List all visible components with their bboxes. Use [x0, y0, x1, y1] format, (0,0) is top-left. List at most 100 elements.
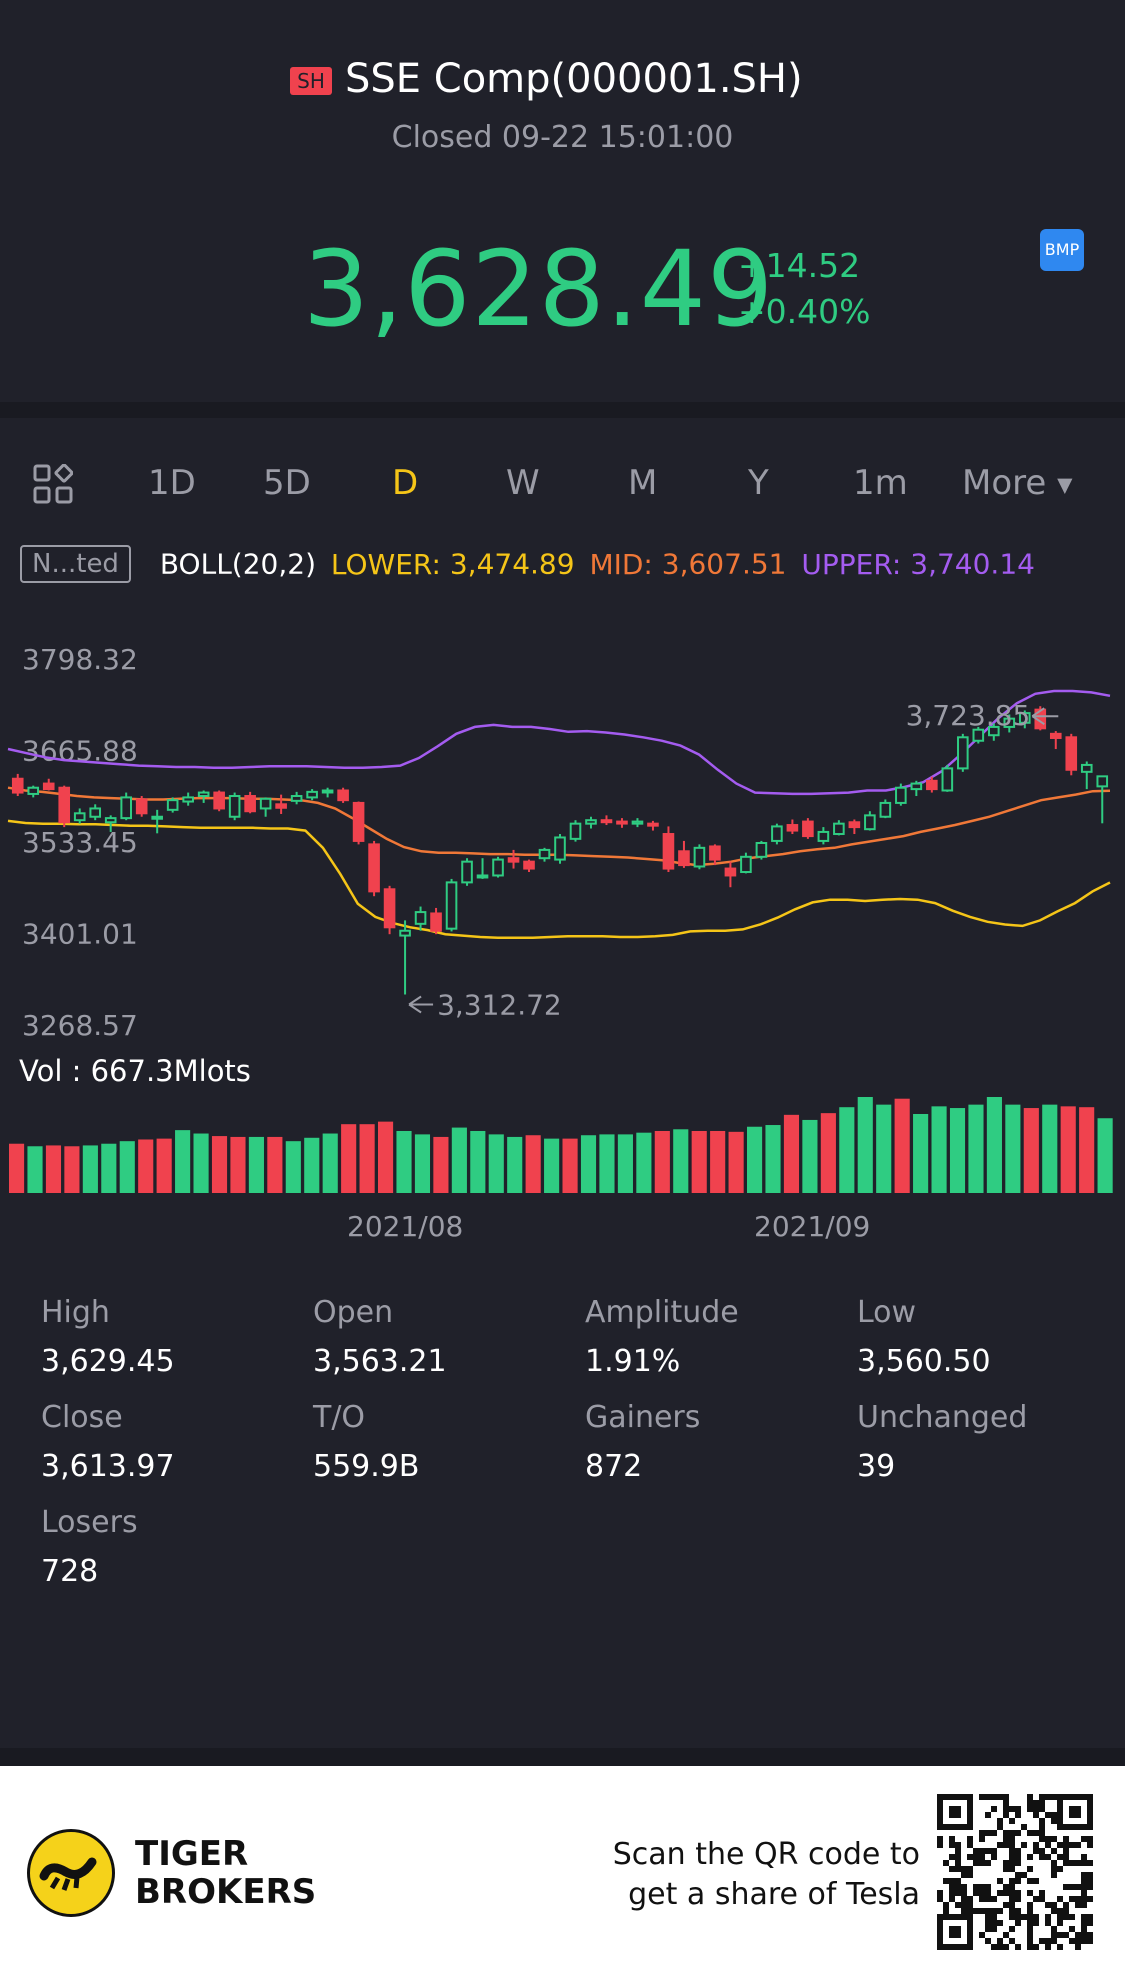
candle-body	[972, 728, 985, 742]
qr-module	[985, 1812, 991, 1818]
bmp-button[interactable]: BMP	[1040, 229, 1084, 271]
qr-module	[991, 1914, 997, 1920]
more-dropdown[interactable]: More ▼	[962, 448, 1073, 520]
volume-bar	[525, 1135, 541, 1193]
timeframe-tabs: 1D 5D D W M Y 1m More ▼	[0, 448, 1125, 518]
qr-module	[937, 1890, 943, 1896]
volume-bar	[710, 1130, 726, 1193]
qr-module	[1051, 1872, 1057, 1878]
stat-value: 1.91%	[585, 1344, 681, 1379]
volume-bar	[820, 1113, 836, 1193]
qr-module	[1045, 1854, 1051, 1860]
tiger-logo-icon	[27, 1829, 115, 1917]
volume-bar	[193, 1133, 209, 1193]
arrow-right-icon	[1031, 707, 1059, 726]
qr-module	[991, 1854, 997, 1860]
tab-1m[interactable]: 1m	[853, 463, 908, 503]
candle-body	[662, 833, 675, 870]
qr-module	[1087, 1896, 1093, 1902]
qr-module	[1069, 1914, 1075, 1920]
qr-module	[955, 1860, 961, 1866]
qr-finder	[1057, 1824, 1093, 1830]
qr-module	[1075, 1938, 1081, 1944]
chevron-down-icon: ▼	[1057, 472, 1073, 497]
qr-module	[997, 1890, 1003, 1896]
y-tick-label: 3268.57	[22, 1009, 138, 1042]
qr-module	[979, 1836, 985, 1842]
qr-finder	[937, 1944, 973, 1950]
qr-module	[979, 1890, 985, 1896]
tab-m[interactable]: M	[628, 463, 658, 503]
stat-turnover: T/O 559.9B	[313, 1400, 419, 1484]
volume-bar	[765, 1125, 781, 1193]
volume-bar	[27, 1146, 43, 1193]
candle-body	[197, 791, 210, 798]
tab-5d[interactable]: 5D	[263, 463, 311, 503]
adjustment-mode-button[interactable]: N...ted	[20, 545, 131, 583]
qr-module	[1003, 1806, 1009, 1812]
qr-module	[991, 1848, 997, 1854]
annotations: 3,723.85 3,312.72	[408, 699, 1059, 1021]
tab-w[interactable]: W	[506, 463, 540, 503]
volume-bar	[1079, 1107, 1095, 1193]
tab-y[interactable]: Y	[748, 463, 769, 503]
indicator-name: BOLL(20,2)	[159, 547, 316, 581]
section-divider	[0, 402, 1125, 418]
stat-amplitude: Amplitude 1.91%	[585, 1295, 739, 1379]
volume-bar	[488, 1134, 504, 1193]
qr-module	[1003, 1944, 1009, 1950]
qr-module	[1051, 1938, 1057, 1944]
candlestick-chart[interactable]: 3798.32 3665.88 3533.45 3401.01 3268.57 3,72…	[0, 600, 1125, 1200]
qr-module	[949, 1884, 955, 1890]
qr-module	[1087, 1914, 1093, 1920]
tab-d[interactable]: D	[392, 463, 419, 503]
qr-module	[1021, 1914, 1027, 1920]
promo-text-line2: get a share of Tesla	[628, 1877, 920, 1912]
stat-label: Gainers	[585, 1400, 701, 1435]
qr-module	[979, 1860, 985, 1866]
candle-body	[213, 791, 225, 810]
volume-bar	[636, 1132, 652, 1193]
qr-module	[1003, 1836, 1009, 1842]
qr-module	[985, 1938, 991, 1944]
candle-body	[941, 767, 954, 792]
candle-body	[27, 786, 40, 795]
page-title: SSE Comp(000001.SH)	[345, 56, 803, 102]
qr-module	[1081, 1890, 1087, 1896]
qr-module	[1015, 1854, 1021, 1860]
qr-module	[1069, 1884, 1075, 1890]
candle-body	[383, 888, 396, 929]
volume-bar	[728, 1131, 744, 1193]
grid-icon[interactable]	[33, 464, 73, 504]
qr-module	[997, 1842, 1003, 1848]
qr-module	[1057, 1914, 1063, 1920]
candle-body	[631, 820, 644, 825]
qr-module	[1003, 1842, 1009, 1848]
stat-label: Amplitude	[585, 1295, 739, 1330]
qr-module	[943, 1860, 949, 1866]
qr-module	[1081, 1914, 1087, 1920]
qr-module	[1039, 1794, 1045, 1800]
volume-bar	[175, 1130, 191, 1193]
volume-bar	[378, 1121, 394, 1193]
max-price-annotation: 3,723.85	[906, 699, 1031, 732]
qr-module	[1051, 1860, 1057, 1866]
candle-body	[709, 845, 721, 861]
y-tick-label: 3798.32	[22, 643, 138, 676]
qr-module	[955, 1884, 961, 1890]
qr-module	[1027, 1908, 1033, 1914]
qr-module	[1009, 1938, 1015, 1944]
qr-finder	[937, 1914, 973, 1920]
tab-1d[interactable]: 1D	[148, 463, 196, 503]
qr-module	[979, 1848, 985, 1854]
qr-module	[1081, 1872, 1087, 1878]
qr-module	[1003, 1800, 1009, 1806]
qr-code-icon[interactable]	[935, 1792, 1095, 1952]
qr-module	[997, 1908, 1003, 1914]
qr-module	[1039, 1824, 1045, 1830]
candle-body	[833, 822, 845, 836]
qr-module	[985, 1914, 991, 1920]
qr-finder	[949, 1806, 961, 1818]
qr-finder	[937, 1794, 973, 1800]
qr-module	[1063, 1908, 1069, 1914]
